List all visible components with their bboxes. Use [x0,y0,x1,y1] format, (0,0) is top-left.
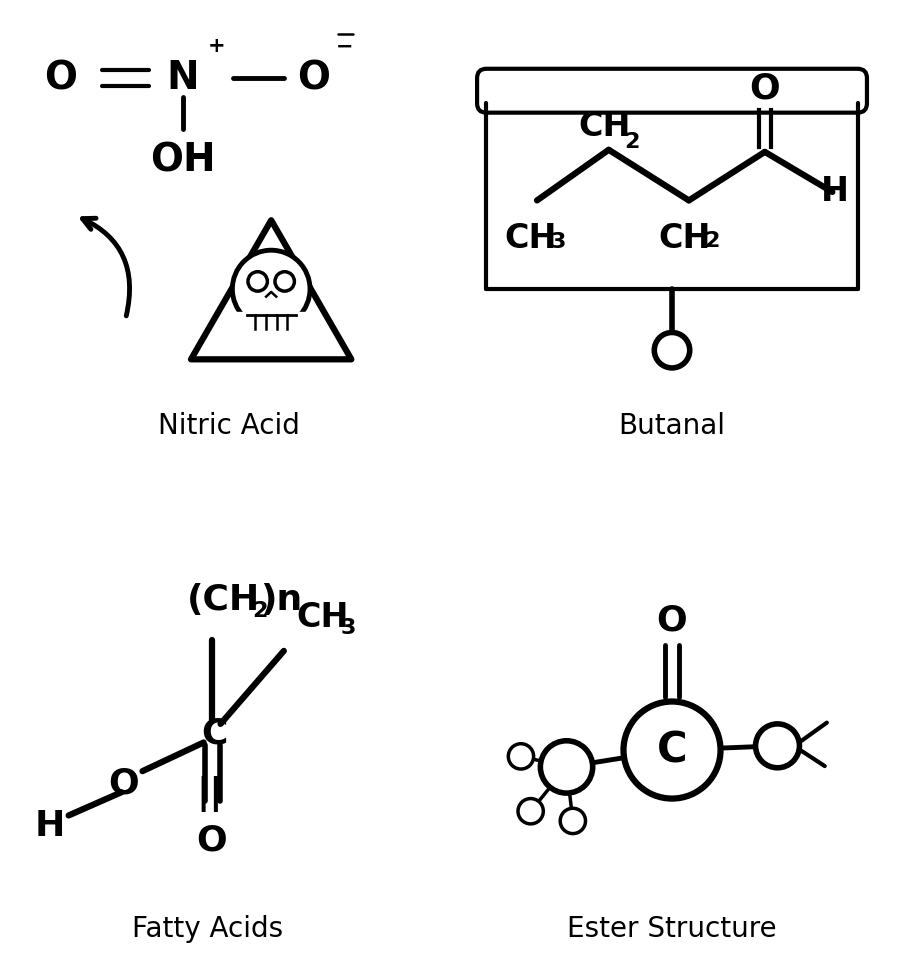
Circle shape [232,250,310,328]
Text: 3: 3 [551,232,566,252]
Text: 2: 2 [705,231,720,251]
Polygon shape [224,313,317,348]
Text: N: N [167,59,199,97]
Text: O: O [196,824,227,858]
Text: 3: 3 [341,617,356,638]
Circle shape [508,744,533,769]
Text: C: C [201,716,227,750]
Text: H: H [34,809,65,843]
Text: O: O [657,603,687,637]
Text: 2: 2 [252,601,268,620]
Text: ||: || [196,776,223,812]
Text: O: O [750,72,780,106]
Text: −: − [336,36,354,57]
Text: CH: CH [659,221,711,255]
Text: 2: 2 [624,132,640,152]
Text: CH: CH [296,601,349,634]
Text: Nitric Acid: Nitric Acid [158,413,300,440]
Circle shape [756,724,799,767]
Text: O: O [108,766,139,801]
Circle shape [275,271,295,291]
Text: O: O [296,59,330,97]
FancyBboxPatch shape [478,69,867,113]
Text: +: + [207,36,225,57]
Circle shape [623,702,721,799]
Text: C: C [657,729,687,771]
Text: )n: )n [260,583,303,617]
Circle shape [248,271,268,291]
Text: CH: CH [578,111,631,143]
Circle shape [518,799,543,824]
Text: H: H [821,175,849,209]
Text: (CH: (CH [187,583,260,617]
Circle shape [541,741,593,793]
Circle shape [560,808,586,834]
Text: Butanal: Butanal [618,413,725,440]
Text: O: O [44,59,77,97]
Text: Ester Structure: Ester Structure [568,915,777,944]
Text: OH: OH [150,141,215,179]
Text: Fatty Acids: Fatty Acids [132,915,284,944]
Text: CH: CH [505,221,557,255]
